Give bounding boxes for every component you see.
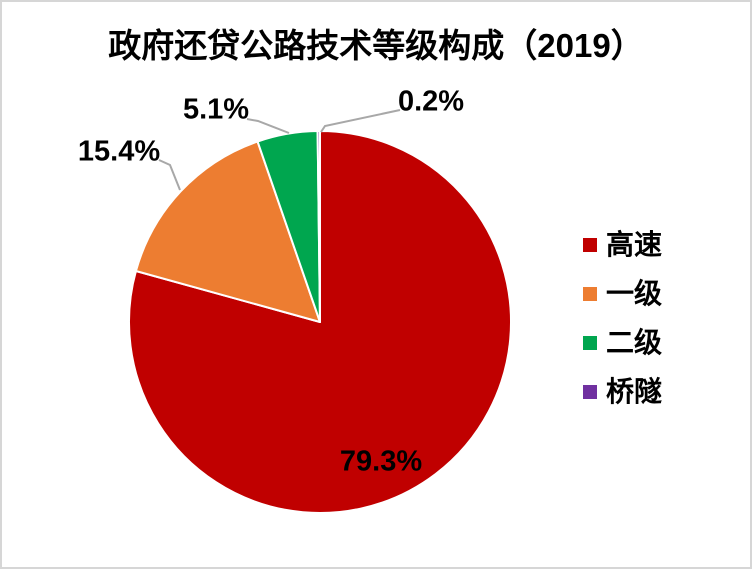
legend-label-erji: 二级	[606, 327, 663, 358]
legend-item-erji: 二级	[583, 329, 662, 357]
legend-swatch-qiaosui	[583, 385, 597, 399]
legend-item-yiji: 一级	[583, 280, 662, 308]
legend-label-gaosu: 高速	[606, 229, 663, 260]
leader-line-yiji	[158, 159, 181, 191]
legend-label-yiji: 一级	[606, 278, 663, 309]
pie-slice-一级	[134, 140, 321, 323]
slice-label-qiaosui: 0.2%	[397, 85, 465, 118]
leader-line-erji	[246, 118, 290, 134]
legend-item-qiaosui: 桥隧	[583, 378, 662, 406]
pie-slices	[128, 129, 512, 514]
chart-title: 政府还贷公路技术等级构成（2019）	[108, 27, 644, 64]
legend-swatch-gaosu	[583, 238, 597, 252]
pie-slice-桥隧	[316, 129, 321, 323]
slice-label-erji: 5.1%	[182, 93, 250, 126]
legend: 高速 一级 二级 桥隧	[583, 231, 662, 406]
legend-item-gaosu: 高速	[583, 231, 662, 259]
legend-swatch-yiji	[583, 287, 597, 301]
leader-line-qiaosui	[320, 109, 401, 133]
slice-label-gaosu: 79.3%	[339, 445, 423, 478]
legend-swatch-erji	[583, 336, 597, 350]
slice-label-yiji: 15.4%	[77, 135, 161, 168]
legend-label-qiaosui: 桥隧	[606, 376, 663, 407]
